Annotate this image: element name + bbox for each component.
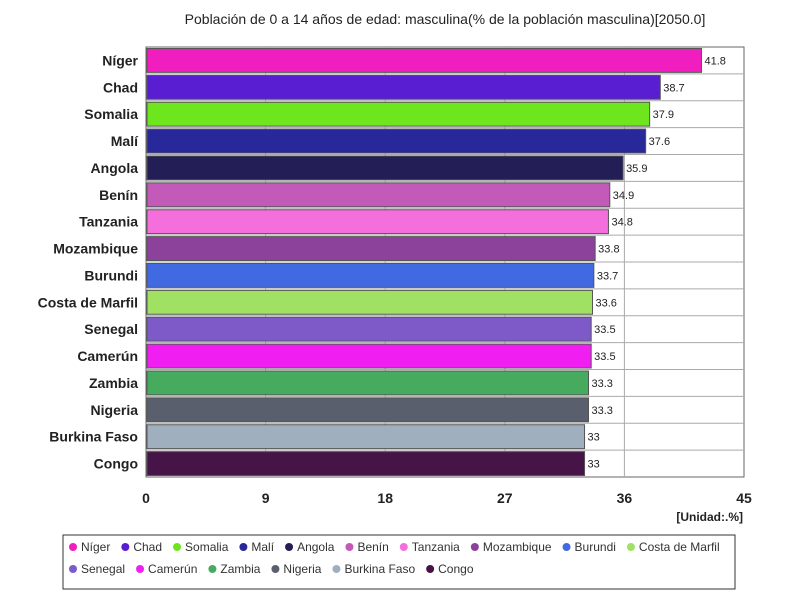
bar — [146, 128, 647, 154]
unit-label: [Unidad:.%] — [676, 510, 743, 524]
category-label: Chad — [103, 79, 138, 95]
category-label: Malí — [111, 133, 139, 149]
category-label: Burundi — [84, 267, 138, 283]
category-label: Congo — [94, 456, 138, 472]
x-tick-label: 9 — [262, 490, 270, 506]
value-label: 33.5 — [594, 351, 615, 363]
bar — [146, 316, 592, 342]
value-label: 33 — [588, 432, 600, 444]
legend-marker — [208, 565, 217, 573]
bar — [146, 397, 590, 423]
legend-marker — [239, 543, 248, 551]
legend-label: Chad — [133, 540, 162, 554]
legend-label: Camerún — [148, 562, 197, 576]
legend-marker — [271, 565, 280, 573]
bar — [146, 236, 596, 261]
legend-marker — [121, 543, 130, 551]
bar — [146, 343, 592, 369]
legend-marker — [285, 543, 294, 551]
legend-label: Burundi — [575, 540, 616, 554]
category-label: Mozambique — [53, 241, 138, 257]
value-label: 41.8 — [704, 55, 725, 67]
category-label: Somalia — [84, 106, 138, 122]
value-label: 37.6 — [649, 136, 670, 148]
bar — [146, 182, 611, 208]
category-label: Camerún — [77, 348, 138, 364]
value-label: 33.7 — [597, 270, 618, 282]
bar — [146, 424, 586, 450]
legend-marker — [399, 543, 408, 551]
category-label: Nigeria — [91, 402, 139, 418]
value-label: 34.9 — [613, 190, 634, 202]
legend-label: Mozambique — [483, 540, 552, 554]
x-tick-label: 0 — [142, 490, 150, 506]
bar — [146, 48, 702, 73]
value-labels: 41.8 38.7 37.9 37.6 35.9 34.9 34.8 33.8 33.7 33.6… — [588, 55, 726, 470]
legend-label: Malí — [251, 540, 274, 554]
value-label: 33.5 — [594, 324, 615, 336]
x-tick-label: 36 — [617, 490, 633, 506]
category-label: Burkina Faso — [49, 429, 138, 445]
legend-marker — [562, 543, 571, 551]
value-label: 34.8 — [611, 217, 632, 229]
bar — [146, 74, 661, 100]
legend-label: Zambia — [220, 562, 260, 576]
legend-label: Senegal — [81, 562, 125, 576]
bar — [146, 101, 651, 127]
x-tick-label: 18 — [377, 490, 393, 506]
x-tick-label: 45 — [736, 490, 752, 506]
legend-marker — [426, 565, 435, 573]
legend-marker — [69, 565, 77, 573]
bar — [146, 209, 609, 235]
legend-label: Congo — [438, 562, 474, 576]
legend-label: Benín — [357, 540, 388, 554]
x-tick-label: 27 — [497, 490, 513, 506]
category-label: Senegal — [84, 321, 138, 337]
legend-marker — [470, 543, 479, 551]
legend-label: Somalia — [185, 540, 229, 554]
category-label: Benín — [99, 187, 138, 203]
legend: Níger Chad Somalia Malí Angola Benín Tanzania M… — [69, 540, 720, 576]
category-label: Costa de Marfil — [38, 294, 138, 310]
legend-label: Costa de Marfil — [639, 540, 720, 554]
bar — [146, 263, 595, 288]
value-label: 33.6 — [596, 297, 617, 309]
legend-label: Burkina Faso — [344, 562, 415, 576]
legend-label: Nigeria — [283, 562, 321, 576]
legend-marker — [332, 565, 341, 573]
bar — [146, 451, 586, 476]
legend-marker — [173, 543, 182, 551]
legend-marker — [626, 543, 635, 551]
value-label: 33.3 — [592, 378, 613, 390]
legend-marker — [345, 543, 354, 551]
x-axis-ticks: 0 9 18 27 36 45 — [142, 490, 752, 506]
value-label: 33 — [588, 459, 600, 471]
legend-marker — [136, 565, 145, 573]
category-label: Angola — [91, 160, 139, 176]
chart-title: Población de 0 a 14 años de edad: mascul… — [185, 11, 706, 27]
category-labels: Níger Chad Somalia Malí Angola Benín Tanzania M… — [38, 52, 139, 471]
value-label: 33.8 — [598, 244, 619, 256]
bar — [146, 155, 624, 181]
legend-label: Tanzania — [412, 540, 460, 554]
value-label: 37.9 — [653, 109, 674, 121]
legend-label: Níger — [81, 540, 110, 554]
bar — [146, 289, 594, 315]
legend-label: Angola — [297, 540, 335, 554]
legend-marker — [69, 543, 77, 551]
category-label: Níger — [102, 52, 138, 68]
category-label: Tanzania — [79, 214, 138, 230]
value-label: 35.9 — [626, 163, 647, 175]
value-label: 38.7 — [663, 82, 684, 94]
category-label: Zambia — [89, 375, 138, 391]
bars-group — [146, 48, 702, 476]
bar — [146, 370, 590, 396]
value-label: 33.3 — [592, 405, 613, 417]
